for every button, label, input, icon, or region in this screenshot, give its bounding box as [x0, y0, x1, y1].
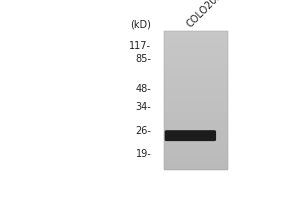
Bar: [164, 156, 228, 157]
Bar: [164, 69, 228, 71]
Bar: [164, 126, 228, 128]
Text: 19-: 19-: [136, 149, 152, 159]
FancyBboxPatch shape: [165, 130, 216, 141]
Bar: [164, 93, 228, 95]
Bar: [164, 66, 228, 67]
Text: COLO205: COLO205: [184, 0, 224, 29]
Bar: [164, 100, 228, 102]
Bar: [164, 149, 228, 150]
Text: 117-: 117-: [129, 41, 152, 51]
Bar: [164, 166, 228, 168]
Bar: [164, 142, 228, 144]
Bar: [164, 38, 228, 40]
Bar: [164, 112, 228, 114]
Bar: [164, 60, 228, 62]
Bar: [164, 34, 228, 36]
Bar: [164, 133, 228, 135]
Bar: [164, 31, 228, 33]
Bar: [164, 105, 228, 107]
Bar: [164, 98, 228, 100]
Bar: [164, 128, 228, 130]
Bar: [164, 41, 228, 43]
Text: 85-: 85-: [136, 54, 152, 64]
Text: 34-: 34-: [136, 102, 152, 112]
Bar: [164, 116, 228, 118]
Text: 48-: 48-: [136, 84, 152, 94]
Bar: [164, 57, 228, 59]
Bar: [164, 85, 228, 86]
Bar: [164, 83, 228, 85]
Bar: [164, 33, 228, 34]
Bar: [164, 47, 228, 48]
Bar: [164, 138, 228, 140]
Bar: [164, 168, 228, 170]
Bar: [164, 31, 228, 170]
Bar: [164, 159, 228, 161]
Bar: [164, 150, 228, 152]
Bar: [164, 164, 228, 166]
Bar: [164, 62, 228, 64]
Bar: [164, 107, 228, 109]
Bar: [164, 161, 228, 163]
Bar: [164, 81, 228, 83]
Bar: [164, 140, 228, 142]
Bar: [164, 119, 228, 121]
Bar: [164, 137, 228, 138]
Bar: [164, 123, 228, 124]
Bar: [164, 48, 228, 50]
Bar: [164, 118, 228, 119]
Bar: [164, 111, 228, 112]
Bar: [164, 152, 228, 154]
Bar: [164, 40, 228, 41]
Bar: [164, 124, 228, 126]
Bar: [164, 109, 228, 111]
Bar: [164, 121, 228, 123]
Bar: [164, 147, 228, 149]
Bar: [164, 43, 228, 45]
Bar: [164, 64, 228, 66]
Bar: [164, 102, 228, 104]
Bar: [164, 145, 228, 147]
Bar: [164, 55, 228, 57]
Bar: [164, 50, 228, 52]
Bar: [164, 144, 228, 145]
Bar: [164, 52, 228, 53]
Bar: [164, 163, 228, 164]
Bar: [164, 90, 228, 92]
Bar: [164, 53, 228, 55]
Bar: [164, 67, 228, 69]
Bar: [164, 74, 228, 76]
Bar: [164, 88, 228, 90]
Bar: [164, 73, 228, 74]
Bar: [164, 95, 228, 97]
Bar: [164, 45, 228, 47]
Text: 26-: 26-: [136, 126, 152, 136]
Bar: [164, 157, 228, 159]
Bar: [164, 59, 228, 60]
Text: (kD): (kD): [130, 19, 152, 29]
Bar: [164, 154, 228, 156]
Bar: [164, 71, 228, 73]
Bar: [164, 135, 228, 137]
Bar: [164, 130, 228, 131]
Bar: [164, 97, 228, 98]
Bar: [164, 76, 228, 78]
Bar: [164, 104, 228, 105]
Bar: [164, 78, 228, 79]
Bar: [164, 114, 228, 116]
Bar: [164, 79, 228, 81]
Bar: [164, 36, 228, 38]
Bar: [164, 86, 228, 88]
Bar: [164, 131, 228, 133]
Bar: [164, 92, 228, 93]
